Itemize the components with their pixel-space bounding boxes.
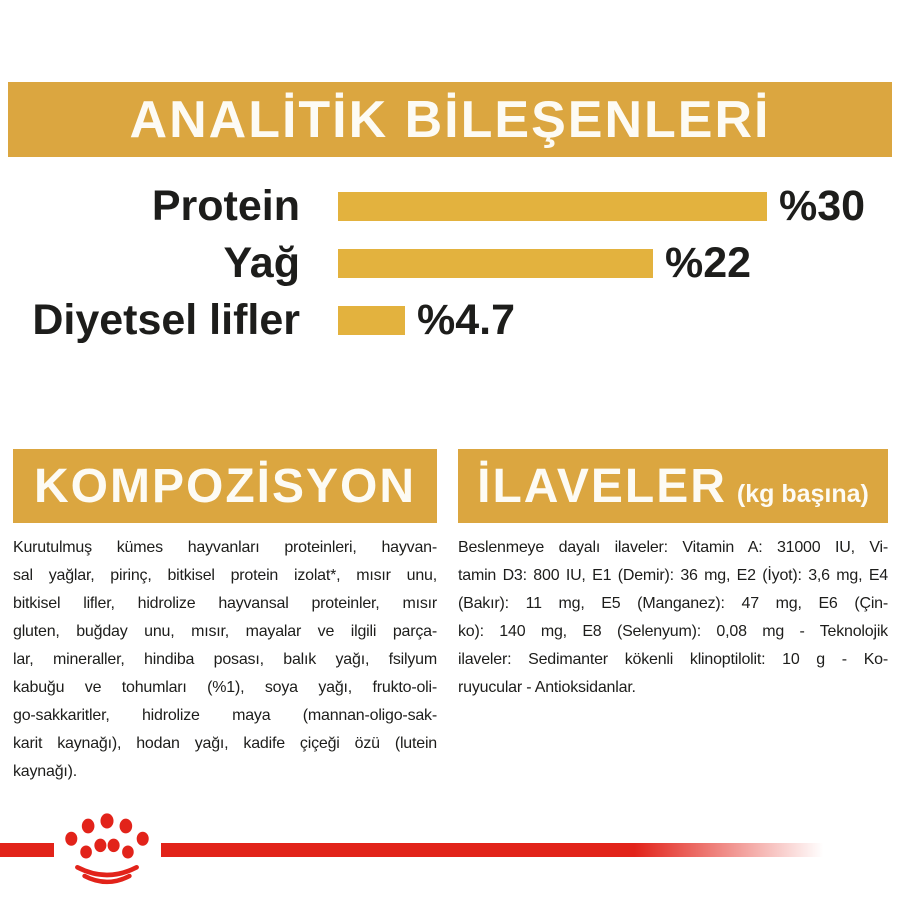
composition-text: Kurutulmuş kümes hayvanları proteinleri,… <box>13 534 437 786</box>
analytic-components-header: ANALİTİK BİLEŞENLERİ <box>8 82 892 157</box>
paragraph-line: gluten, buğday unu, mısır, mayalar ve il… <box>13 623 437 640</box>
paragraph-line: ko): 140 mg, E8 (Selenyum): 0,08 mg - Te… <box>458 623 888 640</box>
chart-row: Protein %30 <box>0 178 900 235</box>
footer-stripe-right <box>161 843 837 857</box>
paragraph-line: kaynağı). <box>13 763 78 780</box>
nutrient-value: %30 <box>779 182 866 230</box>
additives-title-suffix: (kg başına) <box>736 479 869 508</box>
nutrient-value: %4.7 <box>417 296 516 344</box>
nutrient-bar <box>338 249 653 278</box>
analytic-components-chart: Protein %30 Yağ %22 Diyetsel lifler %4.7 <box>0 178 900 349</box>
nutrient-label: Protein <box>151 182 300 230</box>
paragraph-line: Beslenmeye dayalı ilaveler: Vitamin A: 3… <box>458 539 888 556</box>
additives-header: İLAVELER (kg başına) <box>458 449 888 523</box>
paragraph-line: ruyucular - Antioksidanlar. <box>458 679 636 696</box>
paragraph-line: tamin D3: 800 IU, E1 (Demir): 36 mg, E2 … <box>458 567 888 584</box>
paragraph-line: ilaveler: Sedimanter kökenli klinoptilol… <box>458 651 888 668</box>
nutrient-value: %22 <box>665 239 752 287</box>
paragraph-line: karit kaynağı), hodan yağı, kadife çiçeğ… <box>13 735 437 752</box>
additives-text: Beslenmeye dayalı ilaveler: Vitamin A: 3… <box>458 534 888 702</box>
footer-stripe-left <box>0 843 54 857</box>
paragraph-line: lar, mineraller, hindiba posası, balık y… <box>13 651 437 668</box>
nutrient-bar <box>338 192 767 221</box>
composition-title: KOMPOZİSYON <box>33 459 417 513</box>
paragraph-line: Kurutulmuş kümes hayvanları proteinleri,… <box>13 539 437 556</box>
nutrient-label: Yağ <box>223 239 301 287</box>
additives-title: İLAVELER <box>477 459 727 513</box>
paragraph-line: bitkisel lifler, hidrolize hayvansal pro… <box>13 595 437 612</box>
paragraph-line: kabuğu ve tohumları (%1), soya yağı, fru… <box>13 679 437 696</box>
nutrient-label: Diyetsel lifler <box>32 296 300 344</box>
paragraph-line: go-sakkaritler, hidrolize maya (mannan-o… <box>13 707 437 724</box>
nutrient-bar <box>338 306 405 335</box>
additives-title-group: İLAVELER (kg başına) <box>477 459 869 514</box>
analytic-chart-rows: Protein %30 Yağ %22 Diyetsel lifler %4.7 <box>0 178 900 349</box>
composition-header: KOMPOZİSYON <box>13 449 437 523</box>
paragraph-line: (Bakır): 11 mg, E5 (Manganez): 47 mg, E6… <box>458 595 888 612</box>
paragraph-line: sal yağlar, pirinç, bitkisel protein izo… <box>13 567 437 584</box>
chart-row: Yağ %22 <box>0 235 900 292</box>
analytic-components-title: ANALİTİK BİLEŞENLERİ <box>129 90 771 149</box>
chart-row: Diyetsel lifler %4.7 <box>0 292 900 349</box>
royal-canin-crown-paw-icon <box>65 813 149 885</box>
